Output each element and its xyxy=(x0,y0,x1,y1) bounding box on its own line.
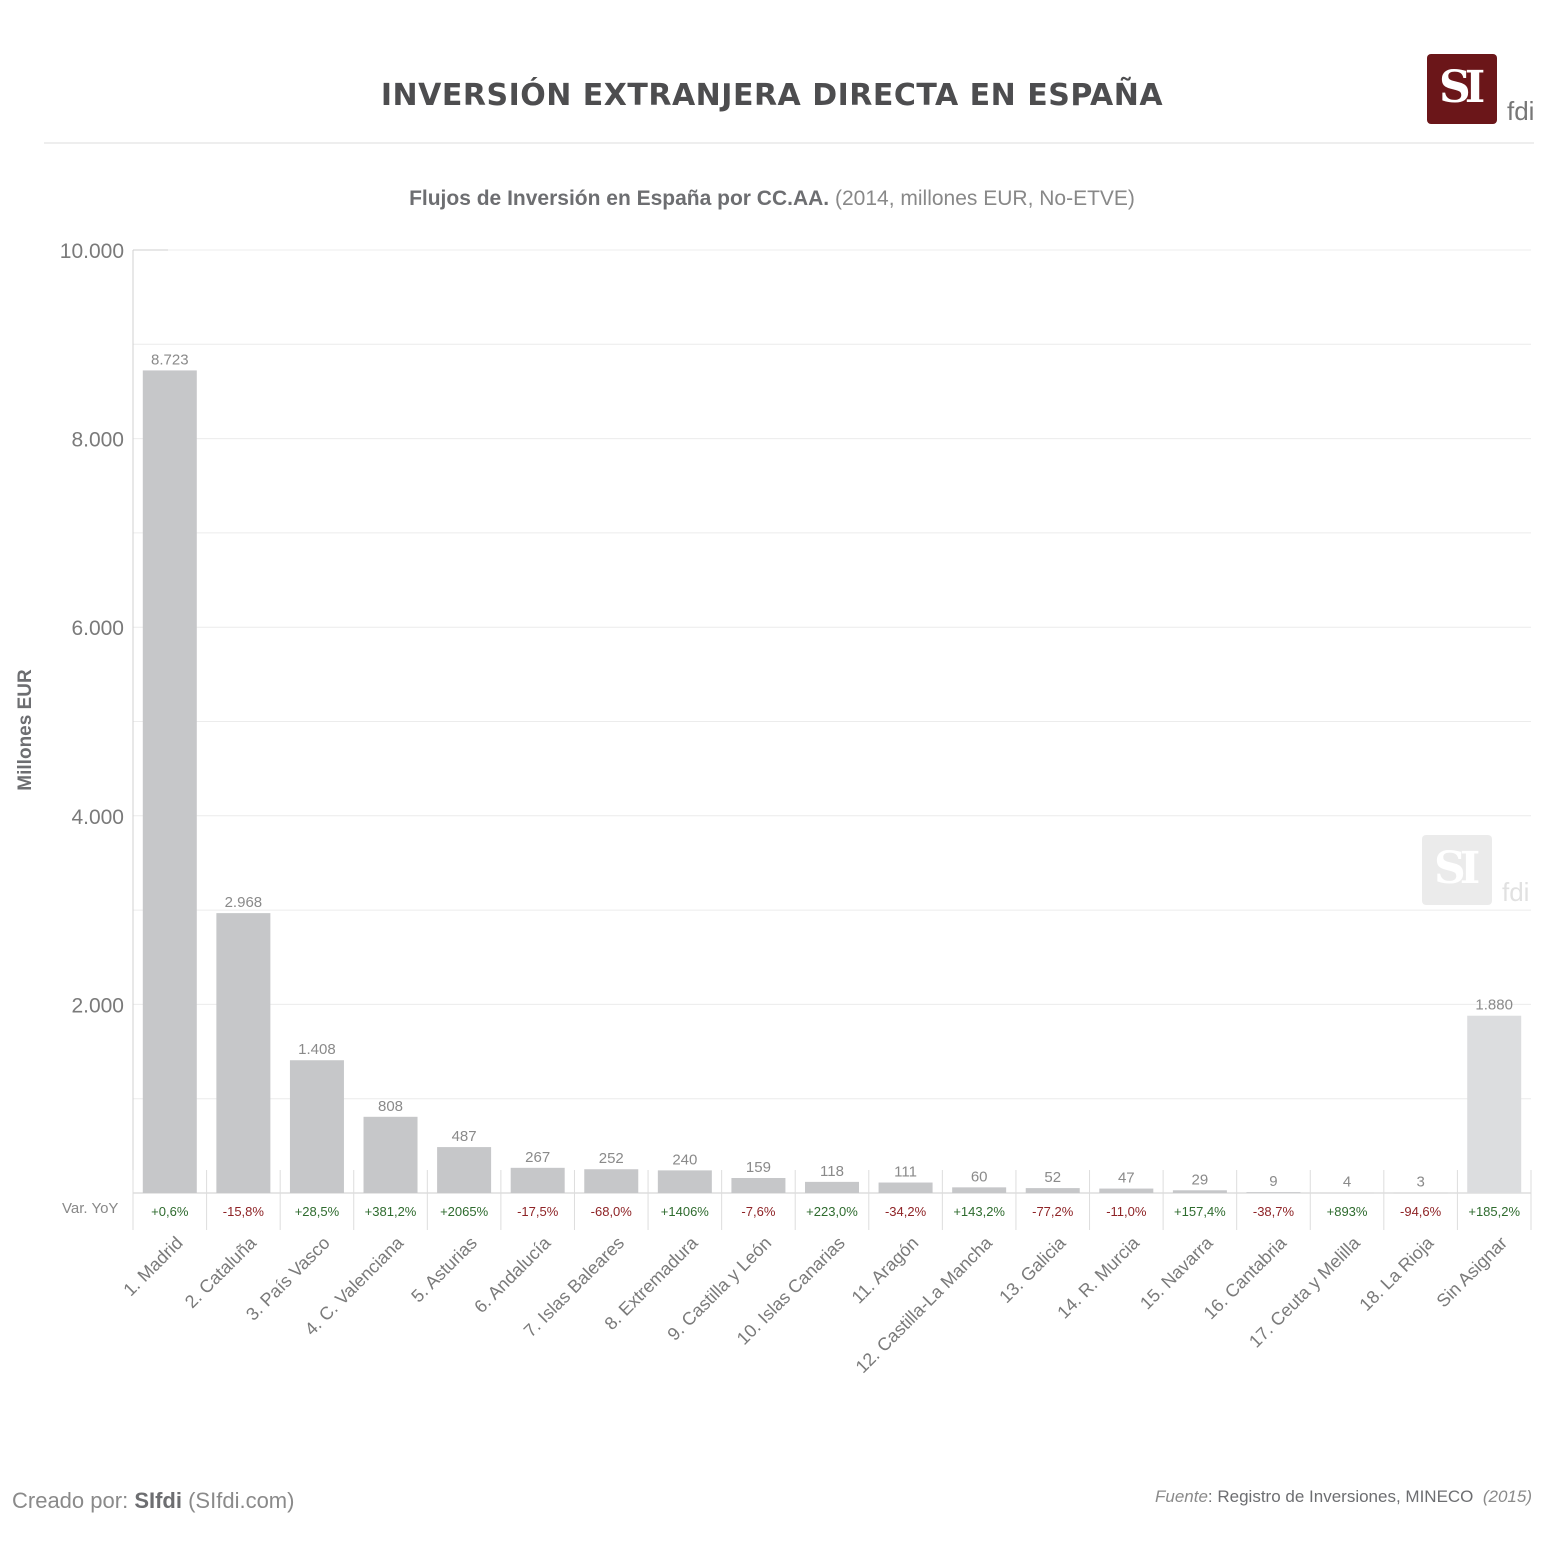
value-label: 252 xyxy=(599,1150,624,1167)
bar xyxy=(363,1116,418,1193)
bar xyxy=(510,1167,565,1193)
value-label: 60 xyxy=(971,1168,988,1185)
category-label: 11. Aragón xyxy=(848,1233,923,1308)
value-label: 487 xyxy=(452,1128,477,1145)
value-label: 118 xyxy=(820,1163,844,1180)
value-label: 3 xyxy=(1416,1174,1424,1191)
value-label: 240 xyxy=(672,1151,697,1168)
value-label: 2.968 xyxy=(225,894,263,911)
bar xyxy=(731,1178,786,1193)
y-tick-label: 6.000 xyxy=(71,617,124,640)
credit-text: Creado por: SIfdi (SIfdi.com) xyxy=(12,1488,294,1514)
category-label: 13. Galicia xyxy=(995,1232,1070,1307)
value-label: 4 xyxy=(1343,1174,1351,1191)
bar xyxy=(216,913,271,1193)
category-label: 18. La Rioja xyxy=(1355,1232,1438,1315)
yoy-label: -17,5% xyxy=(517,1204,559,1219)
credit-brand: SIfdi xyxy=(134,1488,182,1513)
bar xyxy=(1025,1188,1080,1193)
bar xyxy=(584,1169,639,1193)
bar xyxy=(1467,1015,1522,1193)
category-label: 5. Asturias xyxy=(407,1233,481,1307)
bar xyxy=(1172,1190,1227,1193)
bar xyxy=(142,370,197,1193)
value-label: 8.723 xyxy=(151,351,189,368)
bar xyxy=(657,1170,712,1193)
yoy-label: +1406% xyxy=(661,1204,710,1219)
watermark-logo: SI fdi xyxy=(1422,835,1534,907)
category-label: 12. Castilla-La Mancha xyxy=(852,1232,997,1377)
yoy-label: +2065% xyxy=(440,1204,489,1219)
chart-subtitle: Flujos de Inversión en España por CC.AA.… xyxy=(0,187,1544,211)
bar xyxy=(805,1181,859,1193)
yoy-label: -77,2% xyxy=(1032,1204,1074,1219)
yoy-row-label: Var. YoY xyxy=(62,1200,119,1217)
y-tick-label: 2.000 xyxy=(71,994,124,1017)
value-label: 47 xyxy=(1118,1170,1135,1187)
yoy-label: +381,2% xyxy=(365,1204,417,1219)
yoy-label: -38,7% xyxy=(1253,1204,1295,1219)
bar xyxy=(1393,1192,1448,1194)
yoy-label: -34,2% xyxy=(885,1204,927,1219)
yoy-label: +143,2% xyxy=(953,1204,1005,1219)
yoy-label: -94,6% xyxy=(1400,1204,1442,1219)
value-label: 52 xyxy=(1044,1169,1061,1186)
logo-mark: SI xyxy=(1439,62,1485,113)
bar xyxy=(1246,1192,1301,1193)
source-name: : Registro de Inversiones, MINECO xyxy=(1207,1487,1474,1506)
value-label: 159 xyxy=(746,1159,771,1176)
bar xyxy=(952,1187,1007,1193)
y-tick-label: 10.000 xyxy=(60,240,124,263)
source-year: (2015) xyxy=(1482,1487,1532,1506)
yoy-label: +157,4% xyxy=(1174,1204,1226,1219)
logo-suffix: fdi xyxy=(1507,96,1535,126)
sifdi-logo: SI fdi xyxy=(1427,54,1537,130)
bar xyxy=(437,1147,492,1193)
yoy-label: +893% xyxy=(1327,1204,1368,1219)
bar xyxy=(289,1060,344,1193)
y-tick-label: 4.000 xyxy=(71,806,124,829)
bar xyxy=(878,1182,933,1193)
yoy-label: -15,8% xyxy=(223,1204,265,1219)
yoy-label: -7,6% xyxy=(741,1204,775,1219)
value-label: 1.880 xyxy=(1475,997,1513,1014)
yoy-label: -68,0% xyxy=(591,1204,633,1219)
category-label: 15. Navarra xyxy=(1136,1232,1217,1313)
credit-prefix: Creado por: xyxy=(12,1488,129,1513)
watermark-mark: SI xyxy=(1434,843,1480,894)
subtitle-main: Flujos de Inversión en España por CC.AA. xyxy=(409,187,830,210)
value-label: 1.408 xyxy=(298,1041,336,1058)
category-label: 1. Madrid xyxy=(119,1233,186,1300)
value-label: 9 xyxy=(1269,1173,1277,1190)
watermark-suffix: fdi xyxy=(1502,877,1530,907)
subtitle-detail: (2014, millones EUR, No-ETVE) xyxy=(834,187,1135,210)
category-label: Sin Asignar xyxy=(1433,1233,1512,1312)
value-label: 267 xyxy=(525,1149,550,1166)
chart-title: INVERSIÓN EXTRANJERA DIRECTA EN ESPAÑA xyxy=(380,78,1164,113)
yoy-label: +0,6% xyxy=(151,1204,189,1219)
credit-site: (SIfdi.com) xyxy=(188,1488,295,1513)
source-label: Fuente xyxy=(1154,1487,1208,1506)
title-divider xyxy=(44,142,1534,144)
yoy-label: -11,0% xyxy=(1106,1204,1147,1219)
yoy-label: +28,5% xyxy=(295,1204,340,1219)
bar xyxy=(1320,1192,1375,1194)
yoy-label: +185,2% xyxy=(1468,1204,1520,1219)
value-label: 808 xyxy=(378,1098,403,1115)
category-label: 2. Cataluña xyxy=(181,1232,261,1312)
value-label: 111 xyxy=(894,1164,917,1181)
bar xyxy=(1099,1188,1154,1193)
yoy-label: +223,0% xyxy=(806,1204,858,1219)
source-text: Fuente: Registro de Inversiones, MINECO … xyxy=(1155,1487,1532,1507)
value-label: 29 xyxy=(1192,1171,1209,1188)
y-tick-label: 8.000 xyxy=(71,429,124,452)
